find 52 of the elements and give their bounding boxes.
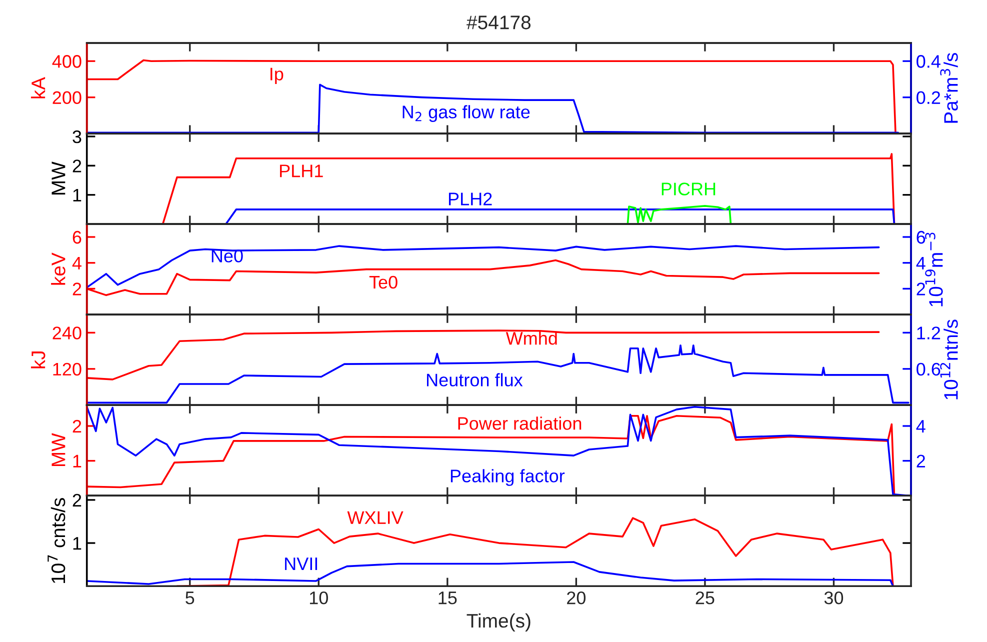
y-axis-title: kA	[30, 76, 46, 98]
y2-axis-title: Pa*m$^{3}$/s	[940, 52, 958, 123]
series-label: Power radiation	[458, 416, 582, 430]
series-label: NVII	[285, 558, 318, 570]
series-label: Peaking factor	[450, 469, 565, 486]
x-tick-label: 15	[438, 592, 457, 604]
y2-tick-label: 4	[916, 256, 926, 270]
y-tick-label: 1	[73, 454, 82, 468]
y-tick-label: 4	[72, 256, 82, 270]
y-axis-title: MW	[52, 433, 66, 466]
y2-tick-label: 0.2	[916, 91, 940, 104]
y2-tick-label: 0.4	[916, 55, 940, 68]
y-axis-title: MW	[52, 162, 66, 194]
series-label: Te0	[369, 276, 398, 289]
x-axis-title: Time(s)	[466, 613, 530, 632]
y-tick-label: 1	[73, 537, 82, 550]
series-label: Ip	[270, 68, 284, 84]
y-tick-label: 3	[72, 130, 82, 144]
y-tick-label: 2	[72, 282, 82, 296]
series-label: PICRH	[662, 182, 716, 196]
chart-title: #54178	[466, 16, 531, 30]
x-tick-label: 25	[696, 591, 714, 604]
x-tick-label: 10	[310, 591, 328, 604]
x-tick-label: 5	[186, 592, 194, 604]
series-label: PLH1	[280, 164, 323, 178]
y-tick-label: 1	[73, 188, 82, 202]
y-tick-label: 200	[52, 91, 82, 104]
y-axis-title: kJ	[30, 352, 46, 368]
y2-tick-label: 1.2	[917, 326, 940, 340]
y-axis-title: 10$^{7}$ cnts/s	[48, 498, 66, 584]
y-tick-label: 2	[72, 160, 82, 172]
series-label: WXLIV	[347, 511, 404, 524]
y2-tick-label: 2	[916, 282, 925, 296]
series-label: PLH2	[448, 192, 492, 206]
y-tick-label: 2	[72, 420, 82, 433]
series-label: N$_{2}$ gas flow rate	[402, 105, 530, 122]
y2-tick-label: 4	[916, 420, 926, 433]
x-tick-label: 30	[824, 591, 844, 604]
y2-axis-title: 10$^{19}$m$^{−3}$	[925, 232, 943, 306]
y-tick-label: 120	[53, 362, 82, 376]
y-axis-title: keV	[51, 252, 66, 285]
series-label: Neutron flux	[427, 373, 523, 386]
y-tick-label: 6	[72, 230, 82, 244]
y2-tick-label: 0.6	[916, 362, 940, 376]
y-tick-label: 2	[72, 494, 82, 506]
series-label: Wmhd	[506, 332, 557, 345]
y2-tick-label: 2	[916, 454, 925, 468]
y2-axis-title: 10$^{12}$ntn/s	[940, 320, 958, 400]
y-tick-label: 240	[52, 326, 82, 340]
y-tick-label: 400	[52, 55, 82, 68]
y2-tick-label: 6	[916, 230, 926, 244]
x-tick-label: 20	[567, 591, 586, 604]
